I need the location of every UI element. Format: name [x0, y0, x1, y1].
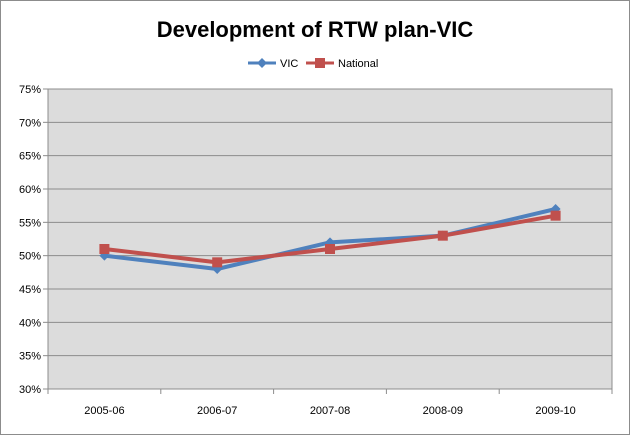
x-tick-label: 2005-06: [84, 405, 124, 417]
y-tick-label: 40%: [19, 317, 41, 329]
x-tick-label: 2008-09: [423, 405, 463, 417]
y-tick-label: 30%: [19, 384, 41, 396]
legend-marker-national: [315, 58, 325, 68]
point-national: [437, 230, 448, 241]
legend-label-national: National: [338, 58, 378, 70]
x-tick-label: 2007-08: [310, 405, 350, 417]
legend-label-vic: VIC: [280, 58, 298, 70]
series-group: [99, 204, 561, 274]
point-national: [212, 257, 223, 268]
gridlines: [48, 88, 612, 357]
x-axis: 2005-06 2006-07 2007-08 2008-09 2009-10: [47, 389, 613, 417]
y-tick-label: 60%: [19, 184, 41, 196]
chart-title: Development of RTW plan-VIC: [157, 17, 474, 42]
legend-marker-vic: [257, 58, 267, 68]
y-tick-label: 45%: [19, 284, 41, 296]
point-national: [325, 244, 335, 254]
point-national: [99, 244, 110, 254]
x-tick-label: 2006-07: [197, 405, 237, 417]
y-tick-label: 55%: [19, 217, 41, 229]
y-tick-label: 70%: [19, 117, 41, 129]
y-axis: 30% 35% 40% 45% 50% 55% 60% 65% 70% 75%: [19, 84, 49, 396]
y-tick-label: 35%: [19, 351, 41, 363]
y-tick-label: 65%: [19, 151, 41, 163]
x-tick-label: 2009-10: [535, 405, 575, 417]
y-tick-label: 50%: [19, 251, 41, 263]
y-tick-label: 75%: [19, 84, 41, 96]
point-national: [550, 210, 561, 221]
legend: VIC National: [248, 58, 378, 70]
